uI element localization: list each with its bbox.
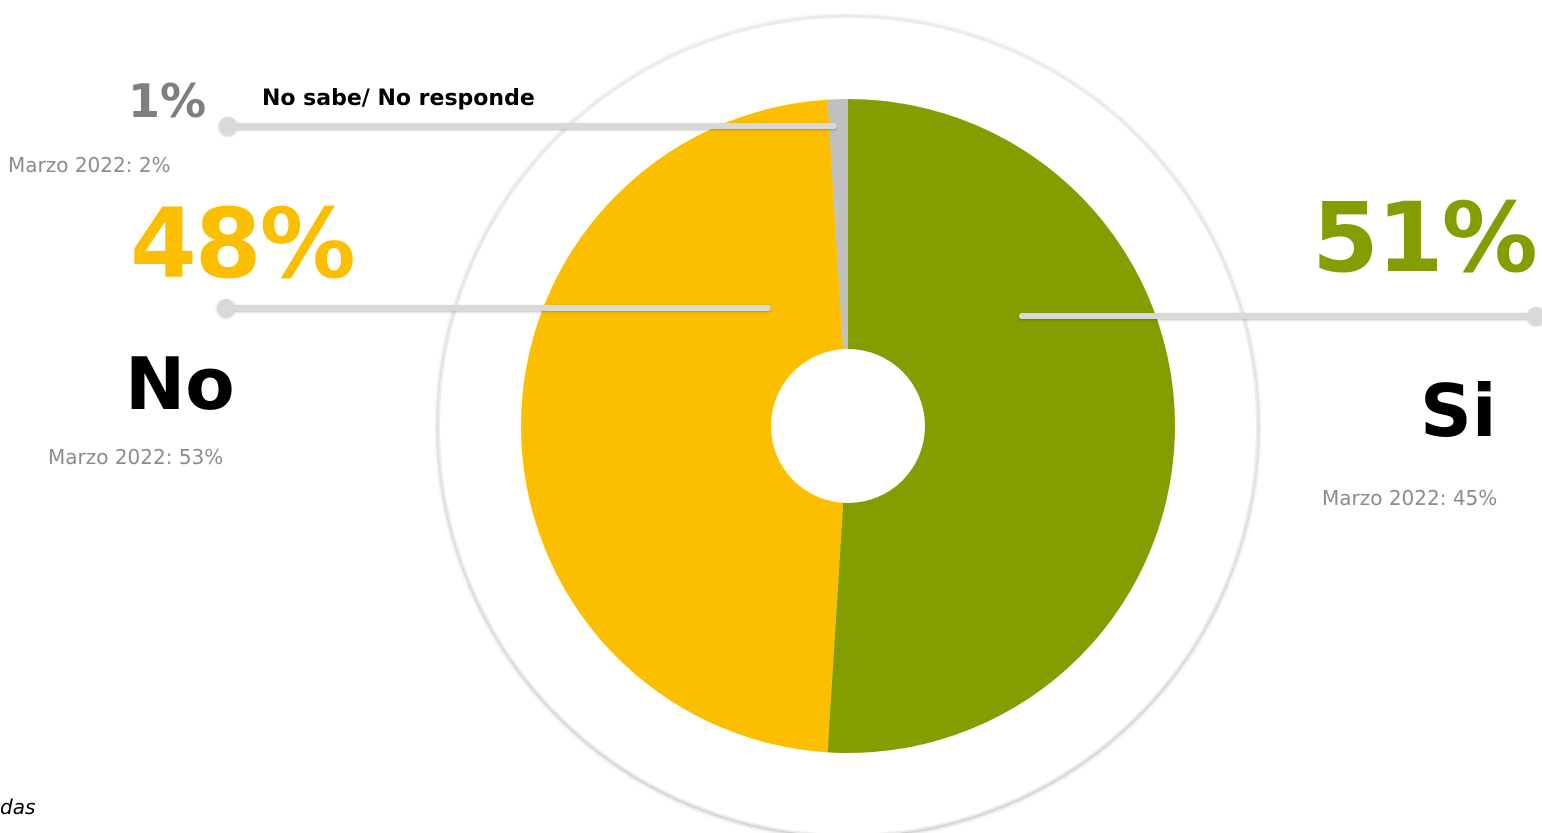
- leader-no: [217, 299, 771, 317]
- donut-hole: [771, 349, 925, 503]
- leader-nsnr: [219, 117, 837, 135]
- no-previous-value: Marzo 2022: 53%: [48, 445, 224, 469]
- nsnr-category-label: No sabe/ No responde: [262, 86, 535, 111]
- slice-nsnr: [827, 99, 848, 426]
- si-previous-value: Marzo 2022: 45%: [1322, 486, 1498, 510]
- slice-no: [520, 99, 848, 753]
- leader-si: [1019, 307, 1542, 325]
- no-percentage: 48%: [130, 188, 356, 300]
- si-category-label: Si: [1420, 369, 1497, 453]
- si-percentage: 51%: [1312, 182, 1538, 294]
- nsnr-previous-value: Marzo 2022: 2%: [8, 153, 171, 177]
- slice-si: [827, 99, 1175, 753]
- footnote-fragment: das: [0, 795, 36, 819]
- nsnr-percentage: 1%: [128, 74, 207, 128]
- no-category-label: No: [125, 342, 235, 426]
